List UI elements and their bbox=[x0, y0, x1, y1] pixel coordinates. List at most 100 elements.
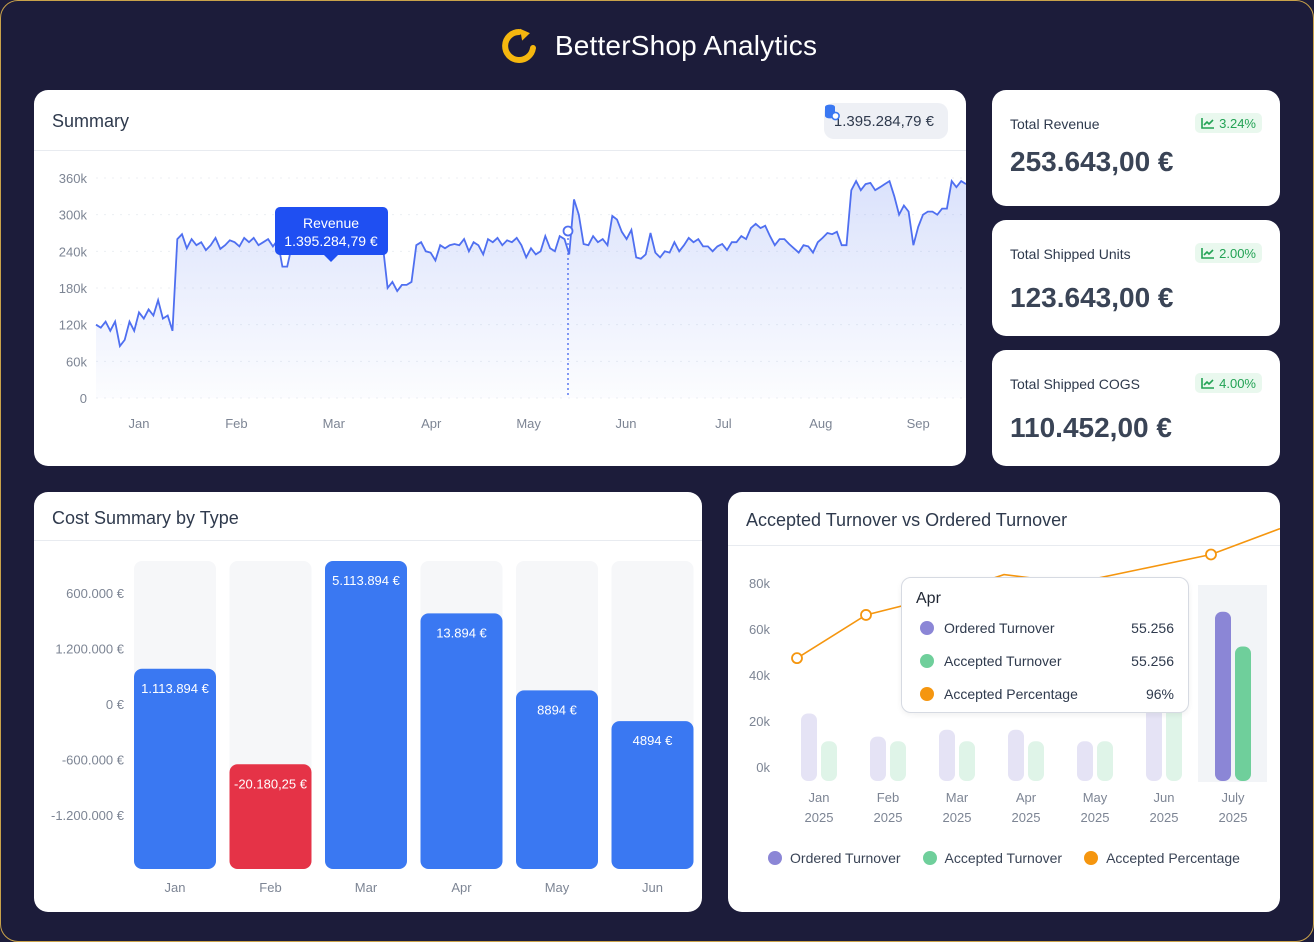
x-tick-label: Apr bbox=[1016, 790, 1037, 805]
cost-bar[interactable] bbox=[325, 561, 407, 869]
x-tick-year: 2025 bbox=[1219, 810, 1248, 825]
kpi-change: 3.24% bbox=[1219, 115, 1256, 131]
kpi-card-shipped-cogs: Total Shipped COGS 4.00% 110.452,00 € bbox=[992, 350, 1280, 466]
tooltip-row: Accepted Turnover 55.256 bbox=[920, 651, 1174, 671]
trend-up-icon bbox=[1201, 118, 1215, 129]
summary-line bbox=[95, 178, 966, 349]
y-tick-label: 0 bbox=[80, 391, 87, 406]
tooltip-row: Ordered Turnover 55.256 bbox=[920, 618, 1174, 638]
accepted-bar[interactable] bbox=[1166, 699, 1182, 781]
turnover-title: Accepted Turnover vs Ordered Turnover bbox=[746, 510, 1068, 530]
tooltip-row-label: Ordered Turnover bbox=[944, 620, 1055, 636]
x-tick-year: 2025 bbox=[805, 810, 834, 825]
x-tick-label: Aug bbox=[809, 416, 832, 431]
ordered-bar[interactable] bbox=[1215, 611, 1231, 781]
accepted-bar[interactable] bbox=[890, 741, 906, 781]
y-tick-label: 300k bbox=[59, 208, 88, 223]
tooltip-row-value: 55.256 bbox=[1131, 653, 1174, 669]
x-tick-label: Mar bbox=[323, 416, 346, 431]
legend-dot bbox=[920, 687, 934, 701]
summary-title: Summary bbox=[52, 111, 130, 131]
x-tick-label: Jan bbox=[129, 416, 150, 431]
y-tick-label: 180k bbox=[59, 281, 88, 296]
y-tick-label: 120k bbox=[59, 318, 88, 333]
ordered-bar[interactable] bbox=[939, 729, 955, 781]
summary-tooltip: Revenue 1.395.284,79 € bbox=[275, 207, 388, 262]
refresh-arrow-icon bbox=[501, 28, 536, 63]
cost-bar[interactable] bbox=[420, 613, 503, 869]
cost-bar[interactable] bbox=[516, 690, 598, 869]
hover-point[interactable] bbox=[562, 225, 574, 237]
y-tick-label: 360k bbox=[59, 171, 88, 186]
x-tick-label: Feb bbox=[259, 880, 281, 895]
kpi-card-shipped-units: Total Shipped Units 2.00% 123.643,00 € bbox=[992, 220, 1280, 336]
x-tick-label: Apr bbox=[451, 880, 472, 895]
kpi-label: Total Shipped COGS bbox=[1010, 376, 1140, 392]
y-tick-label: 60k bbox=[66, 354, 87, 369]
cost-title: Cost Summary by Type bbox=[52, 508, 239, 528]
app-header: BetterShop Analytics bbox=[0, 20, 1314, 72]
percentage-point[interactable] bbox=[860, 609, 872, 621]
x-tick-label: May bbox=[545, 880, 570, 895]
x-tick-label: Jun bbox=[642, 880, 663, 895]
summary-chart: 360k 300k 240k 180k 120k 60k 0 Jan Feb Mar Apr May… bbox=[59, 171, 966, 431]
x-tick-label: Mar bbox=[355, 880, 378, 895]
x-tick-label: May bbox=[516, 416, 541, 431]
kpi-value: 253.643,00 € bbox=[1010, 146, 1174, 177]
y-tick-label: 600.000 € bbox=[66, 586, 125, 601]
legend-item-accepted[interactable]: Accepted Turnover bbox=[922, 850, 1062, 866]
legend-dot bbox=[922, 851, 937, 865]
y-tick-label: 240k bbox=[59, 244, 88, 259]
cost-bar[interactable] bbox=[134, 668, 216, 869]
bar-value-label: 13.894 € bbox=[436, 625, 487, 640]
trend-up-icon bbox=[1201, 378, 1215, 389]
x-tick-label: Mar bbox=[946, 790, 969, 805]
x-tick-year: 2025 bbox=[1081, 810, 1110, 825]
legend-dot bbox=[920, 621, 934, 635]
ordered-bar[interactable] bbox=[801, 713, 817, 782]
tooltip-row-label: Accepted Percentage bbox=[944, 686, 1078, 702]
ordered-bar[interactable] bbox=[1077, 741, 1093, 781]
percentage-point[interactable] bbox=[1205, 548, 1217, 561]
turnover-legend: Ordered Turnover Accepted Turnover Accep… bbox=[728, 850, 1280, 866]
x-tick-year: 2025 bbox=[874, 810, 903, 825]
summary-total-pill[interactable]: 1.395.284,79 € bbox=[823, 103, 948, 139]
accepted-bar[interactable] bbox=[1097, 741, 1113, 781]
y-tick-label: 40k bbox=[749, 668, 770, 683]
y-tick-label: 20k bbox=[749, 714, 770, 729]
x-tick-label: May bbox=[1083, 790, 1108, 805]
accepted-bar[interactable] bbox=[1235, 646, 1251, 781]
legend-item-percentage[interactable]: Accepted Percentage bbox=[1084, 850, 1240, 866]
y-tick-label: 80k bbox=[749, 576, 770, 591]
legend-dot bbox=[1084, 851, 1099, 865]
x-tick-label: Feb bbox=[225, 416, 247, 431]
ordered-bar[interactable] bbox=[1008, 729, 1024, 781]
y-tick-label: 60k bbox=[749, 622, 770, 637]
cost-bar[interactable] bbox=[229, 764, 312, 869]
percentage-point[interactable] bbox=[791, 652, 803, 665]
turnover-tooltip: Apr Ordered Turnover 55.256 Accepted Tur… bbox=[901, 577, 1189, 713]
kpi-label: Total Revenue bbox=[1010, 116, 1100, 132]
bar-value-label: -20.180,25 € bbox=[234, 776, 308, 791]
kpi-value: 110.452,00 € bbox=[1010, 412, 1172, 443]
tooltip-label: Revenue bbox=[303, 215, 359, 231]
legend-dot bbox=[920, 654, 934, 668]
y-tick-label: 0k bbox=[756, 760, 770, 775]
summary-area bbox=[96, 181, 966, 398]
kpi-value: 123.643,00 € bbox=[1010, 282, 1174, 313]
cost-bar[interactable] bbox=[611, 721, 694, 869]
trend-badge: 4.00% bbox=[1195, 373, 1262, 393]
trend-up-icon bbox=[1201, 248, 1215, 259]
legend-item-ordered[interactable]: Ordered Turnover bbox=[768, 850, 901, 866]
cost-card: Cost Summary by Type 600.000 € 1.200.000 … bbox=[34, 492, 702, 912]
accepted-bar[interactable] bbox=[821, 741, 837, 781]
x-tick-label: Jan bbox=[809, 790, 830, 805]
accepted-bar[interactable] bbox=[959, 741, 975, 781]
x-tick-label: Jun bbox=[616, 416, 637, 431]
tooltip-row-label: Accepted Turnover bbox=[944, 653, 1062, 669]
x-tick-label: Feb bbox=[877, 790, 899, 805]
accepted-bar[interactable] bbox=[1028, 741, 1044, 781]
x-tick-year: 2025 bbox=[1150, 810, 1179, 825]
trend-badge: 2.00% bbox=[1195, 243, 1262, 263]
ordered-bar[interactable] bbox=[870, 736, 886, 781]
